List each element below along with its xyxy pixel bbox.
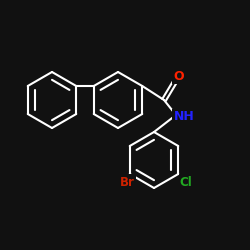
Text: O: O [174,70,184,82]
Text: Br: Br [120,176,135,188]
Text: Cl: Cl [180,176,192,188]
Text: NH: NH [174,110,195,124]
